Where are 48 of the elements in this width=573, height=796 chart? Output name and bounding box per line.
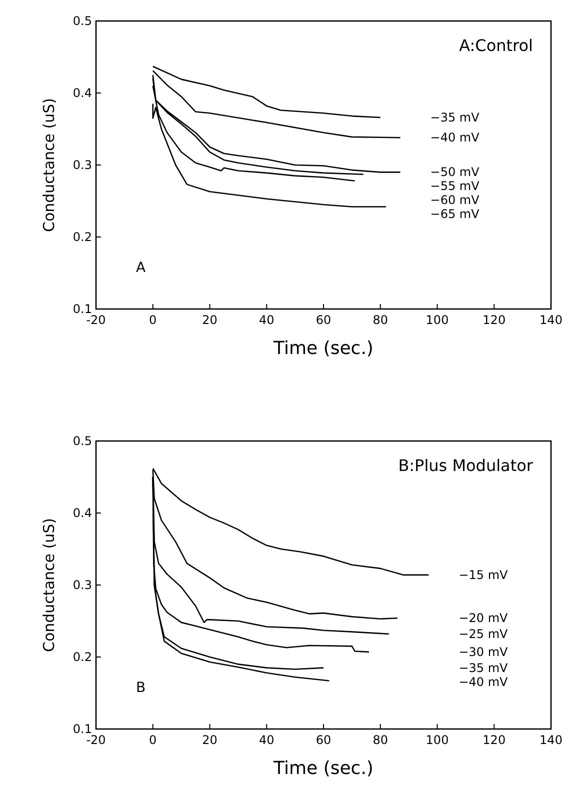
text: −40 mV [458, 674, 509, 689]
y-tick-label: 0.4 [72, 506, 92, 520]
annotation: A [136, 260, 146, 276]
x-tick-label: 40 [258, 313, 274, 327]
x-tick-label: 120 [482, 733, 506, 747]
text: −40 mV [430, 130, 480, 145]
x-tick-label: 60 [316, 313, 332, 327]
x-tick-label: 80 [372, 733, 388, 747]
text: −65 mV [430, 207, 480, 222]
y-tick-label: 0.3 [72, 158, 92, 172]
text: −55 mV [430, 179, 480, 194]
x-axis-title: Time (sec.) [272, 758, 374, 779]
y-tick-label: 0.1 [72, 722, 92, 736]
text: −15 mV [458, 568, 509, 582]
x-tick-label: 0 [149, 733, 157, 747]
y-tick-label: 0.1 [72, 302, 92, 316]
text: B:Plus Modulator [398, 456, 534, 475]
x-tick-label: 140 [540, 733, 562, 747]
x-tick-label: 80 [372, 313, 388, 327]
y-axis-title: Conductance (uS) [40, 518, 58, 652]
text: −35 mV [430, 110, 480, 124]
x-tick-label: 0 [149, 313, 157, 327]
x-tick-label: 40 [258, 733, 274, 747]
y-tick-label: 0.3 [72, 578, 92, 592]
text: −60 mV [430, 193, 480, 208]
x-tick-label: -20 [86, 733, 106, 747]
x-tick-label: 140 [540, 313, 562, 327]
y-tick-label: 0.4 [72, 86, 92, 100]
y-tick-label: 0.2 [72, 650, 92, 664]
x-tick-label: 120 [482, 313, 506, 327]
y-axis-title: Conductance (uS) [40, 98, 58, 232]
text: −30 mV [458, 644, 509, 659]
y-tick-label: 0.5 [72, 14, 92, 28]
y-tick-label: 0.2 [72, 230, 92, 244]
text: −50 mV [430, 165, 480, 180]
x-tick-label: 60 [316, 733, 332, 747]
x-axis-title: Time (sec.) [272, 338, 374, 359]
x-tick-label: 20 [202, 733, 218, 747]
x-tick-label: 20 [202, 313, 218, 327]
text: −35 mV [458, 660, 509, 675]
annotation: B [136, 680, 146, 696]
x-tick-label: -20 [86, 313, 106, 327]
x-tick-label: 100 [426, 313, 449, 327]
text: −25 mV [458, 626, 509, 641]
y-tick-label: 0.5 [72, 434, 92, 448]
x-tick-label: 100 [426, 733, 449, 747]
text: −20 mV [458, 611, 509, 626]
text: A:Control [459, 36, 533, 55]
